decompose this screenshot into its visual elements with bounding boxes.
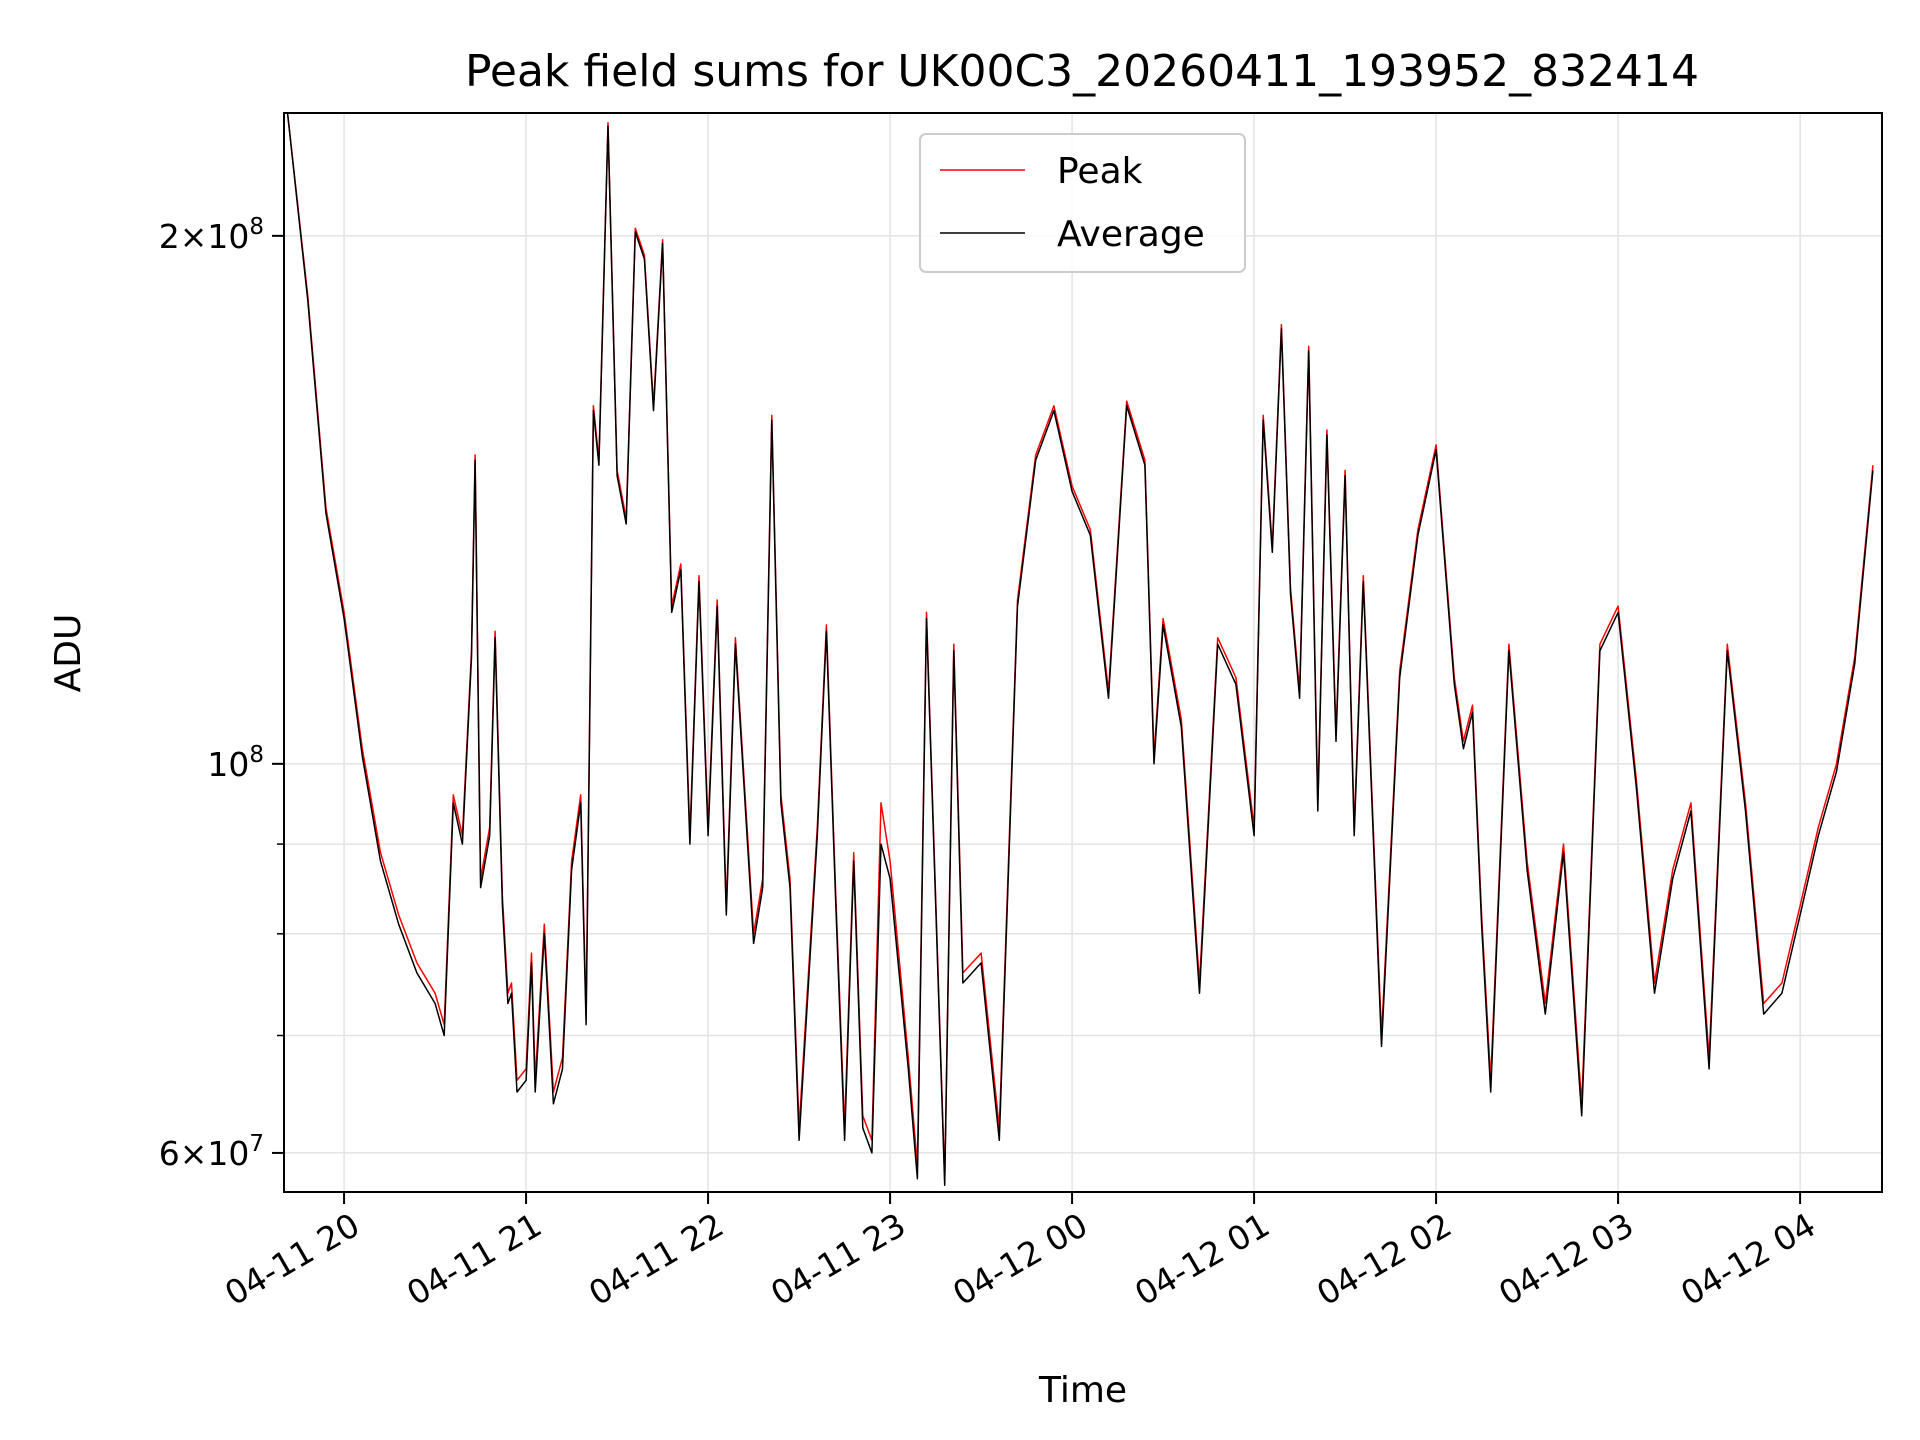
legend-box	[919, 133, 1246, 273]
y-tick-exponent: 7	[249, 1131, 264, 1157]
legend: Peak Average	[919, 133, 1246, 273]
y-tick-exponent: 8	[249, 214, 264, 240]
x-axis-label: Time	[1038, 1370, 1127, 1411]
y-tick-base: 2×10	[159, 217, 250, 256]
y-tick-label: 6×107	[159, 1131, 264, 1173]
y-axis-label: ADU	[48, 614, 89, 693]
y-tick-label: 2×108	[159, 214, 264, 256]
grid	[284, 113, 1882, 1192]
y-tick-base: 10	[207, 745, 249, 784]
plot-frame	[283, 112, 1883, 1193]
legend-label-peak: Peak	[1057, 151, 1143, 192]
chart-title: Peak field sums for UK00C3_20260411_1939…	[465, 46, 1699, 97]
series-line-average	[286, 113, 1874, 1187]
y-tick-base: 6×10	[159, 1134, 250, 1173]
y-tick-exponent: 8	[249, 742, 264, 768]
legend-label-average: Average	[1057, 214, 1205, 255]
y-tick-label: 108	[207, 742, 264, 784]
series-layer	[286, 113, 1874, 1187]
